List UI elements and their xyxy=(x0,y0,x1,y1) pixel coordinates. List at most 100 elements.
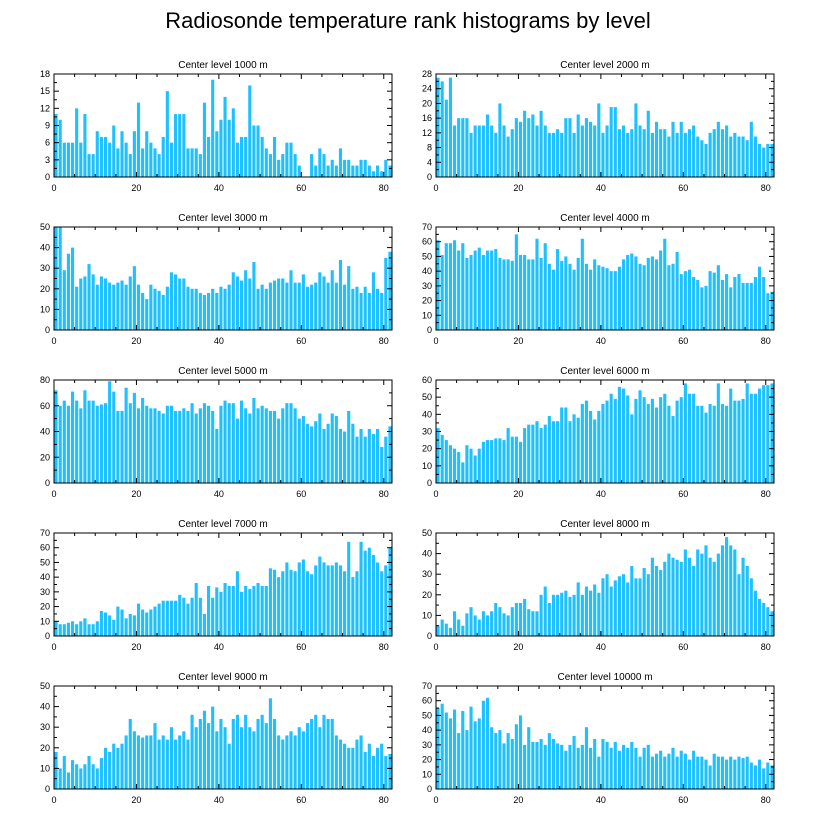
histogram-bar xyxy=(318,148,322,177)
histogram-bar xyxy=(638,578,642,636)
histogram-bar xyxy=(87,624,91,636)
histogram-bar xyxy=(745,282,749,330)
histogram-bar xyxy=(347,266,351,330)
histogram-bar xyxy=(380,171,384,177)
histogram-bar xyxy=(281,408,285,483)
histogram-bar xyxy=(741,136,745,177)
x-tick-label: 0 xyxy=(433,642,438,652)
histogram-bar xyxy=(539,594,543,636)
histogram-bar xyxy=(223,400,227,483)
histogram-bar xyxy=(638,125,642,177)
histogram-bar xyxy=(112,125,116,177)
x-tick-label: 40 xyxy=(214,642,224,652)
x-tick-label: 80 xyxy=(379,795,389,805)
histogram-bar xyxy=(301,416,305,483)
histogram-bar xyxy=(527,727,531,789)
histogram-bar xyxy=(700,756,704,789)
histogram-bar xyxy=(539,738,543,789)
histogram-bar xyxy=(572,736,576,789)
histogram-bar xyxy=(572,132,576,177)
histogram-bar xyxy=(514,234,518,330)
histogram-bar xyxy=(198,154,202,177)
panel-6: Center level 6000 m 0 20 40 60 80 0 10 20 30 40 50 6… xyxy=(422,366,775,499)
histogram-bar xyxy=(630,129,634,177)
histogram-bar xyxy=(448,627,452,636)
histogram-bar xyxy=(112,284,116,330)
histogram-bar xyxy=(675,559,679,636)
histogram-bar xyxy=(485,697,490,789)
histogram-bar xyxy=(87,154,91,177)
histogram-bar xyxy=(436,240,440,330)
histogram-bar xyxy=(178,278,182,330)
y-tick-label: 10 xyxy=(422,310,432,320)
histogram-bar xyxy=(692,277,696,330)
histogram-bar xyxy=(650,557,654,636)
histogram-bar xyxy=(737,756,741,789)
histogram-bar xyxy=(186,148,190,177)
histogram-bar xyxy=(314,565,318,636)
histogram-bar xyxy=(444,99,448,177)
histogram-bar xyxy=(700,140,704,177)
histogram-bar xyxy=(62,756,66,789)
histogram-bar xyxy=(502,743,506,789)
histogram-bar xyxy=(679,561,683,636)
histogram-bar xyxy=(153,606,157,636)
histogram-bar xyxy=(268,154,272,177)
histogram-bar xyxy=(535,125,539,177)
histogram-bar xyxy=(510,129,514,177)
histogram-bar xyxy=(560,132,564,177)
histogram-bar xyxy=(444,623,448,636)
histogram-bar xyxy=(638,263,642,330)
histogram-bar xyxy=(153,288,157,330)
x-tick-label: 40 xyxy=(596,642,606,652)
histogram-bar xyxy=(621,388,626,483)
histogram-bar xyxy=(157,290,161,330)
y-tick-label: 50 xyxy=(422,251,432,261)
histogram-bar xyxy=(239,591,244,636)
histogram-bar xyxy=(667,265,671,330)
histogram-bar xyxy=(733,132,737,177)
histogram-bar xyxy=(293,571,297,636)
histogram-bar xyxy=(539,257,543,330)
histogram-bar xyxy=(510,436,514,483)
histogram-bar xyxy=(687,759,692,789)
histogram-bar xyxy=(305,571,310,636)
histogram-bar xyxy=(223,288,227,330)
histogram-bar xyxy=(174,600,178,636)
histogram-bar xyxy=(642,265,646,330)
histogram-bar xyxy=(630,414,634,483)
histogram-bar xyxy=(132,392,136,484)
histogram-bar xyxy=(461,243,465,330)
histogram-bar xyxy=(66,772,70,789)
histogram-bar xyxy=(293,408,297,483)
x-tick-label: 20 xyxy=(513,642,523,652)
histogram-bar xyxy=(91,400,95,483)
histogram-bar xyxy=(334,282,338,330)
histogram-bar xyxy=(116,282,120,330)
histogram-bar xyxy=(518,441,523,483)
histogram-bar xyxy=(58,119,62,177)
y-tick-label: 40 xyxy=(40,702,50,712)
histogram-bar xyxy=(716,553,720,636)
histogram-bar xyxy=(547,733,551,789)
histogram-bar xyxy=(609,107,613,177)
histogram-bar xyxy=(580,238,584,330)
histogram-bar xyxy=(749,578,753,636)
histogram-bar xyxy=(103,403,108,483)
y-tick-label: 40 xyxy=(40,572,50,582)
histogram-bar xyxy=(334,562,338,636)
histogram-bar xyxy=(202,710,207,789)
histogram-bar xyxy=(330,159,334,177)
histogram-bar xyxy=(58,768,62,789)
histogram-bar xyxy=(227,585,231,636)
histogram-bar xyxy=(239,280,244,330)
histogram-bar xyxy=(440,703,444,789)
histogram-bar xyxy=(650,256,654,330)
histogram-bar xyxy=(770,383,774,483)
histogram-bar xyxy=(330,718,334,789)
x-tick-label: 60 xyxy=(678,336,688,346)
histogram-bar xyxy=(584,727,589,789)
histogram-bar xyxy=(301,274,305,330)
histogram-bar xyxy=(95,284,99,330)
histogram-bar xyxy=(359,159,363,177)
